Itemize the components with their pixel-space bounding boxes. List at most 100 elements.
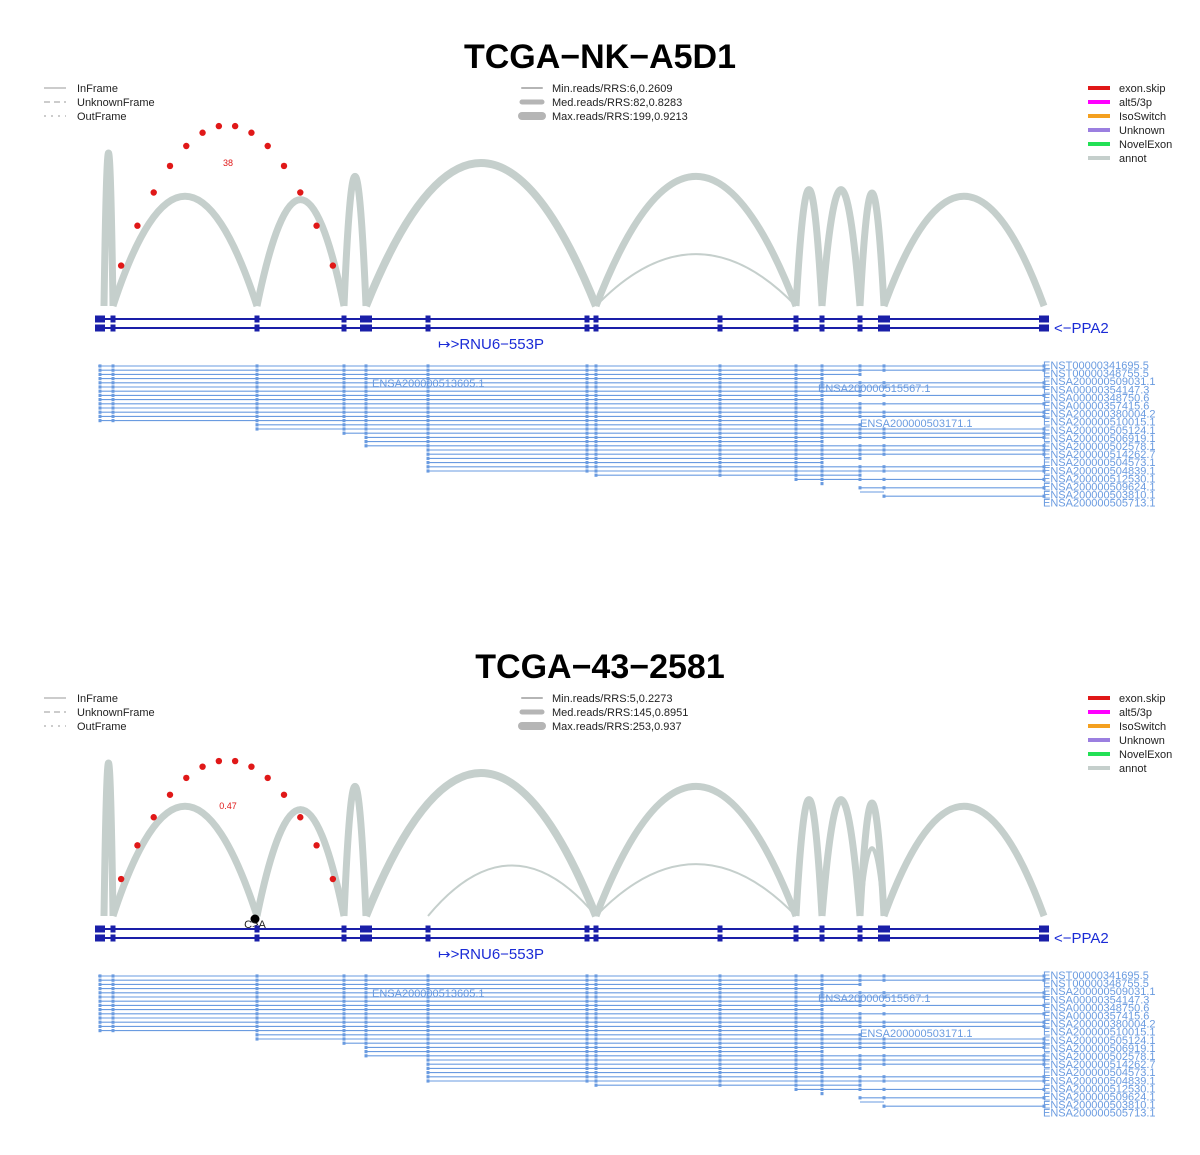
transcript-exon bbox=[794, 364, 798, 368]
transcript-exon bbox=[858, 444, 862, 448]
transcript-exon bbox=[1042, 410, 1046, 414]
transcript-exon bbox=[342, 419, 346, 423]
transcript-exon bbox=[594, 368, 598, 372]
exon-block bbox=[425, 324, 431, 332]
exon-block bbox=[584, 324, 590, 332]
transcript-exon bbox=[585, 1045, 589, 1049]
transcript-exon bbox=[342, 1041, 346, 1045]
transcript-exon bbox=[820, 1024, 824, 1028]
transcript-exon bbox=[585, 435, 589, 439]
transcript-exon bbox=[426, 1058, 430, 1062]
transcript-exon bbox=[820, 410, 824, 414]
exon-block bbox=[1039, 934, 1049, 942]
transcript-exon bbox=[364, 440, 368, 444]
transcript-exon bbox=[820, 1058, 824, 1062]
transcript-exon bbox=[1042, 995, 1046, 999]
transcript-exon bbox=[426, 402, 430, 406]
transcript-exon bbox=[342, 402, 346, 406]
transcript-exon bbox=[255, 377, 259, 381]
transcript-exon bbox=[364, 1012, 368, 1016]
panel-1: TCGA−NK−A5D1 InFrame UnknownFrame OutFrame… bbox=[0, 0, 1200, 560]
exon-skip-dot bbox=[183, 774, 190, 782]
transcript-label: ENSA200000509031.1 bbox=[1043, 986, 1156, 998]
transcript-exon bbox=[98, 398, 102, 402]
exon-block bbox=[593, 324, 599, 332]
exon-skip-dot bbox=[134, 222, 141, 229]
transcript-exon bbox=[718, 427, 722, 431]
exon-skip-annotation: 0.47 bbox=[219, 801, 237, 811]
transcript-label: ENSA00000348750.6 bbox=[1043, 392, 1149, 404]
exon-skip-dot bbox=[231, 122, 239, 130]
transcript-exon bbox=[820, 402, 824, 406]
transcript-exon bbox=[98, 995, 102, 999]
transcript-exon bbox=[98, 1020, 102, 1024]
transcript-exon bbox=[1042, 393, 1046, 397]
transcript-exon bbox=[426, 406, 430, 410]
transcript-exon bbox=[858, 1054, 862, 1058]
transcript-exon bbox=[1042, 448, 1046, 452]
transcript-exon bbox=[794, 1062, 798, 1066]
transcript-exon bbox=[794, 991, 798, 995]
transcript-exon bbox=[426, 1029, 430, 1033]
transcript-exon bbox=[882, 364, 886, 368]
transcript-exon bbox=[858, 406, 862, 410]
transcript-exon bbox=[718, 1029, 722, 1033]
transcript-exon bbox=[1042, 1104, 1046, 1108]
transcript-exon bbox=[820, 435, 824, 439]
transcript-exon bbox=[255, 381, 259, 385]
transcript-label: ENSA200000506919.1 bbox=[1043, 433, 1156, 445]
junction-arc bbox=[340, 173, 370, 307]
transcript-exon bbox=[882, 494, 886, 498]
transcript-exon bbox=[882, 1058, 886, 1062]
event-legend-label: alt5/3p bbox=[1119, 707, 1152, 719]
transcript-exon bbox=[342, 414, 346, 418]
exon-skip-dot bbox=[248, 763, 255, 770]
exon-skip-dot bbox=[166, 791, 174, 798]
exon-block bbox=[857, 925, 863, 933]
transcript-exon bbox=[255, 368, 259, 372]
transcript-exon bbox=[255, 987, 259, 991]
transcript-label: ENSA200000505124.1 bbox=[1043, 425, 1156, 437]
transcript-exon bbox=[426, 419, 430, 423]
transcript-exon bbox=[718, 1058, 722, 1062]
exon-skip-dot bbox=[183, 142, 190, 150]
exon-block bbox=[878, 315, 890, 323]
event-legend-label: NovelExon bbox=[1119, 139, 1172, 151]
transcript-exon bbox=[255, 419, 259, 423]
transcript-exon bbox=[426, 1054, 430, 1058]
transcript-exon bbox=[858, 414, 862, 418]
transcript-exon bbox=[98, 1029, 102, 1033]
transcript-exon bbox=[98, 402, 102, 406]
transcript-exon bbox=[858, 477, 862, 481]
transcript-exon bbox=[820, 389, 824, 393]
transcript-exon bbox=[594, 1033, 598, 1037]
transcript-exon bbox=[820, 465, 824, 469]
transcript-exon bbox=[882, 1096, 886, 1100]
transcript-exon bbox=[111, 385, 115, 389]
transcript-exon bbox=[718, 1079, 722, 1083]
transcript-exon bbox=[882, 381, 886, 385]
transcript-exon bbox=[794, 372, 798, 376]
transcript-exon bbox=[882, 469, 886, 473]
transcript-exon bbox=[718, 991, 722, 995]
transcript-exon bbox=[255, 364, 259, 368]
transcript-exon bbox=[794, 423, 798, 427]
transcript-exon bbox=[794, 974, 798, 978]
transcript-exon bbox=[364, 381, 368, 385]
transcript-exon bbox=[718, 1003, 722, 1007]
transcript-exon bbox=[820, 431, 824, 435]
transcript-exon bbox=[882, 1041, 886, 1045]
transcript-exon bbox=[594, 1079, 598, 1083]
transcript-exon bbox=[426, 435, 430, 439]
transcript-exon bbox=[1042, 486, 1046, 490]
transcript-exon bbox=[718, 444, 722, 448]
junction-arc bbox=[427, 864, 597, 917]
transcript-exon bbox=[718, 1071, 722, 1075]
transcript-exon bbox=[594, 999, 598, 1003]
reads-legend-label: Max.reads/RRS:253,0.937 bbox=[552, 721, 682, 733]
transcript-exon bbox=[342, 1033, 346, 1037]
transcript-exon bbox=[594, 465, 598, 469]
transcript-exon bbox=[111, 978, 115, 982]
transcript-exon bbox=[585, 372, 589, 376]
exon-skip-dot bbox=[117, 262, 125, 269]
